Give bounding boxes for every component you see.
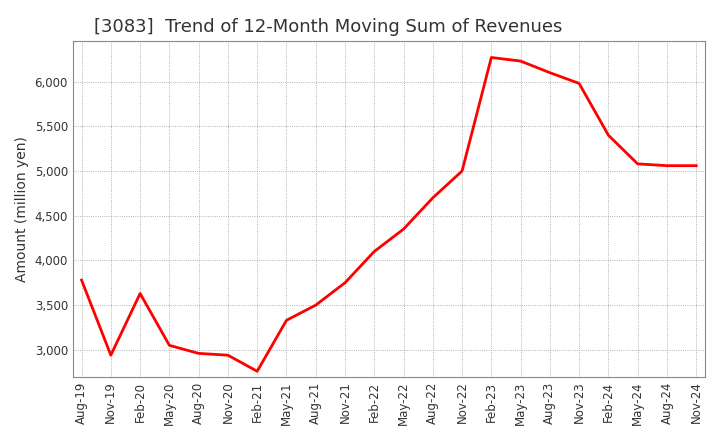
Text: [3083]  Trend of 12-Month Moving Sum of Revenues: [3083] Trend of 12-Month Moving Sum of R… [94,18,562,36]
Y-axis label: Amount (million yen): Amount (million yen) [15,136,29,282]
